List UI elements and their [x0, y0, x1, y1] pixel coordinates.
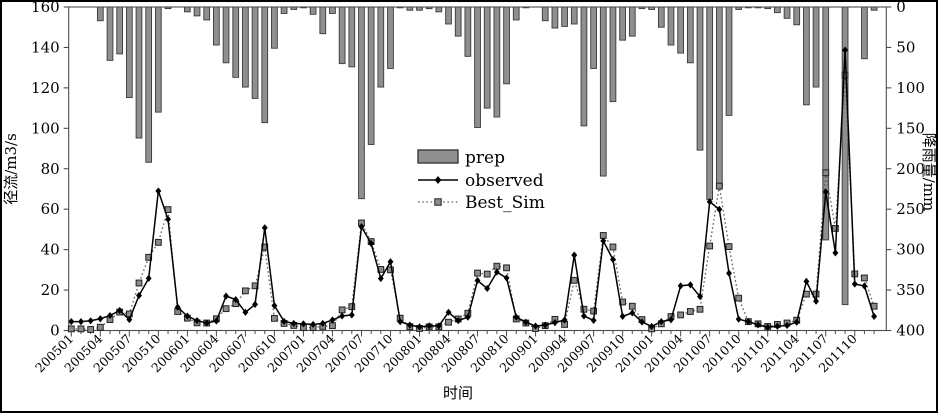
legend-label-observed: observed — [465, 171, 544, 191]
svg-text:100: 100 — [31, 119, 60, 137]
svg-text:150: 150 — [896, 119, 925, 137]
y-right-axis-title: 降雨量/mm — [920, 133, 938, 212]
svg-text:80: 80 — [41, 160, 60, 178]
legend-label-prep: prep — [465, 148, 505, 168]
svg-text:50: 50 — [896, 38, 915, 56]
svg-text:60: 60 — [41, 200, 60, 218]
svg-text:100: 100 — [896, 79, 925, 97]
svg-text:400: 400 — [896, 322, 925, 340]
legend-label-best-sim: Best_Sim — [465, 193, 545, 213]
svg-text:250: 250 — [896, 200, 925, 218]
legend-swatch-prep — [417, 149, 459, 164]
svg-text:120: 120 — [31, 79, 60, 97]
observed-series — [68, 46, 878, 331]
y-left-axis: 0 20 40 60 80 100 120 140 160 — [31, 0, 69, 340]
svg-text:300: 300 — [896, 241, 925, 259]
svg-text:140: 140 — [31, 38, 60, 56]
svg-text:200: 200 — [896, 160, 925, 178]
y-right-axis: 0 50 100 150 200 250 300 350 400 — [886, 0, 925, 340]
svg-text:20: 20 — [41, 281, 60, 299]
svg-text:0: 0 — [50, 322, 60, 340]
y-left-axis-title: 径流/m3/s — [2, 133, 20, 205]
svg-text:160: 160 — [31, 0, 60, 16]
x-axis-title: 时间 — [443, 384, 473, 402]
prep-bars — [96, 6, 878, 306]
svg-text:350: 350 — [896, 281, 925, 299]
x-axis: 2005012005042005072005102006012006042006… — [32, 330, 875, 375]
svg-text:40: 40 — [41, 241, 60, 259]
svg-text:0: 0 — [896, 0, 906, 16]
